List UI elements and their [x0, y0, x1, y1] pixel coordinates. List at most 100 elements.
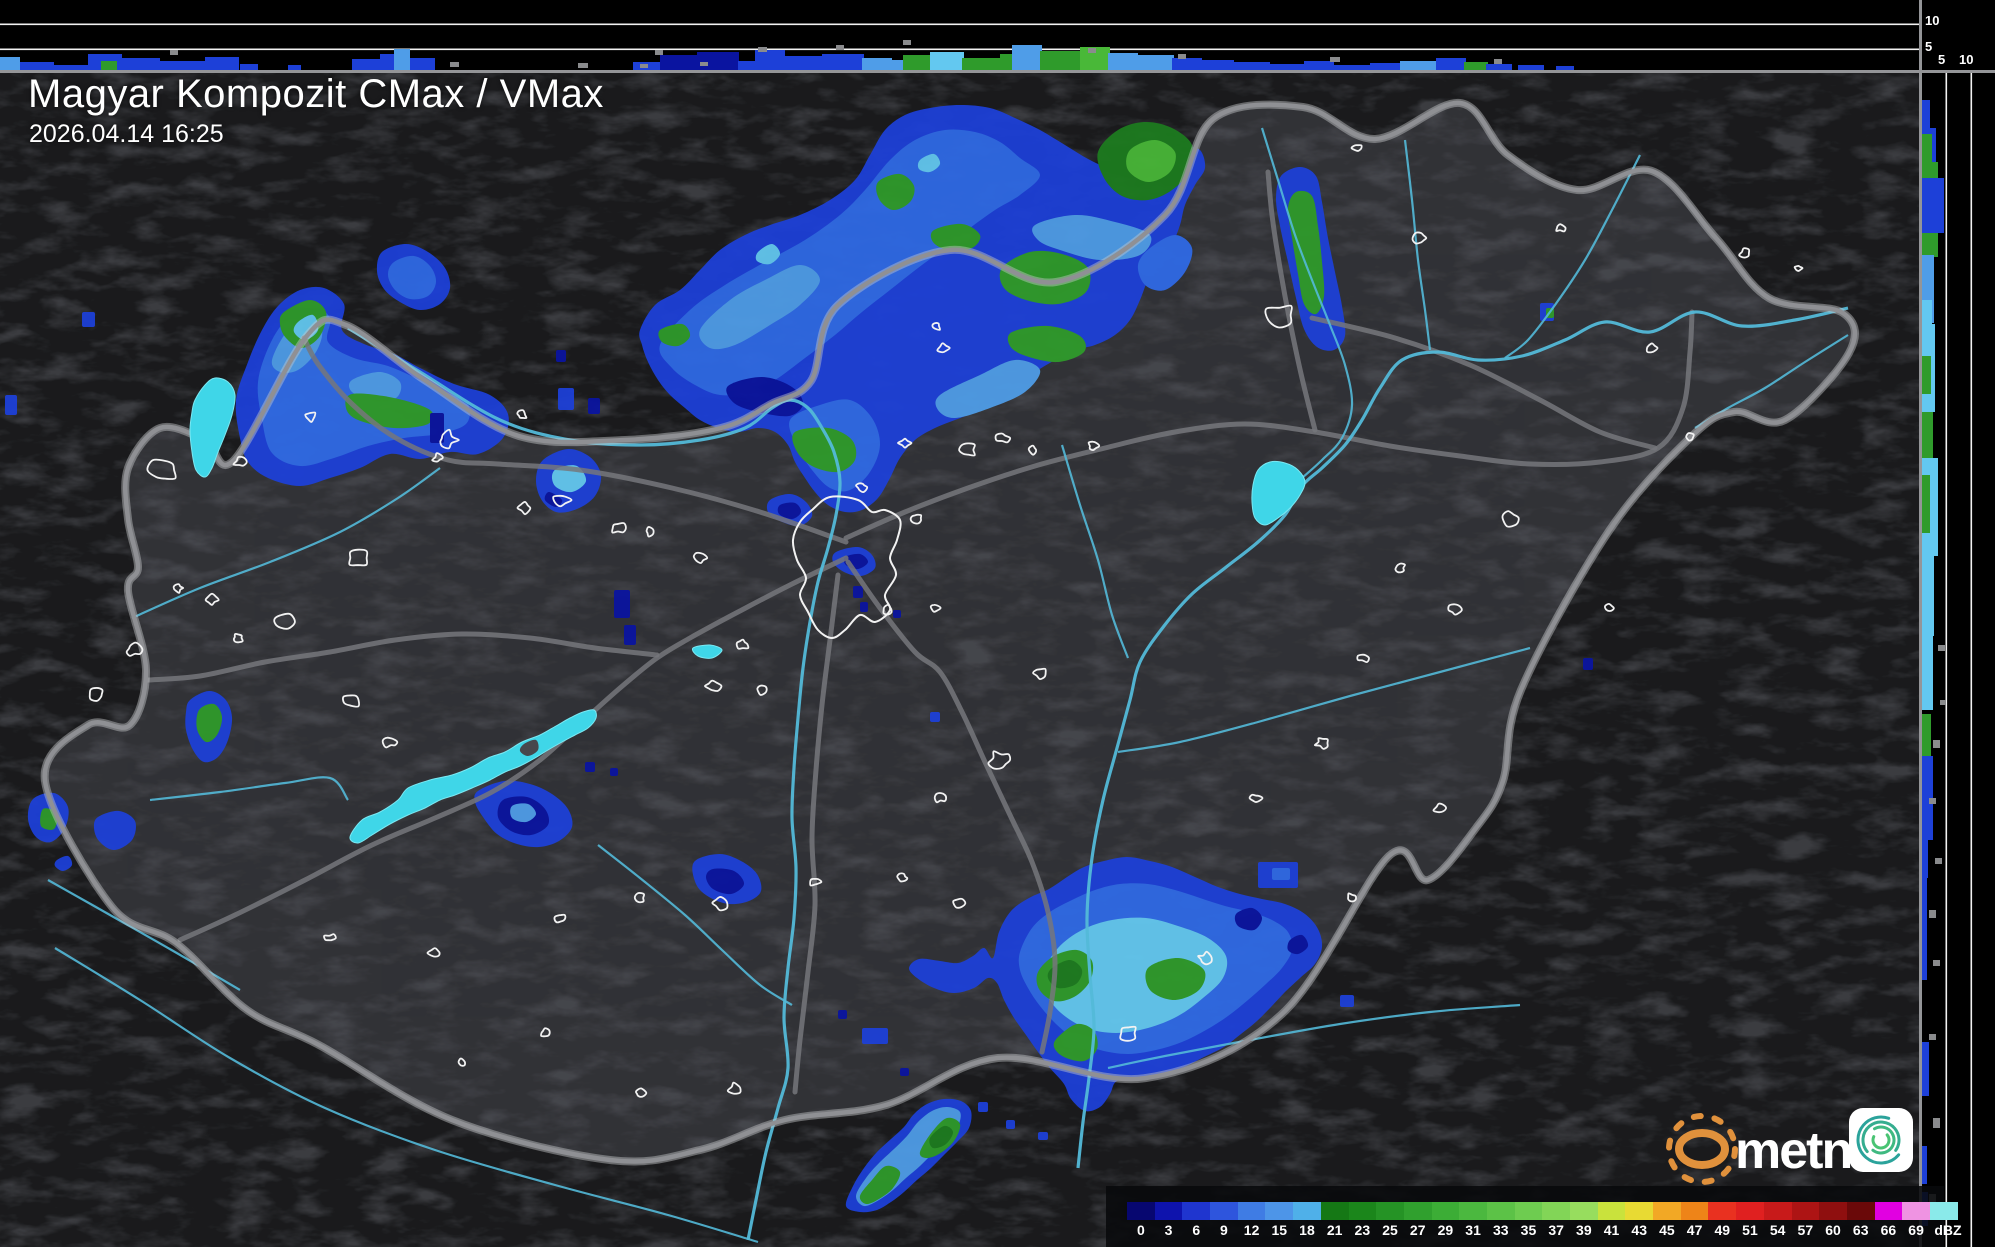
colorbar-tick-label: 45	[1659, 1222, 1675, 1238]
city-boundary	[756, 684, 768, 696]
colorbar-tick-label: 23	[1354, 1222, 1371, 1238]
colorbar-segment	[1680, 1202, 1709, 1220]
city-boundary	[540, 1027, 551, 1038]
colorbar-segment	[1653, 1202, 1681, 1220]
hungary-border	[40, 98, 1859, 1166]
dbz-colorbar-swatches	[1127, 1202, 1958, 1220]
colorbar-tick-label: 49	[1714, 1222, 1731, 1238]
vertical-divider	[1919, 0, 1922, 1247]
city-boundary	[1032, 667, 1047, 681]
colorbar-tick-label: 60	[1825, 1222, 1841, 1238]
city-boundary	[704, 679, 723, 692]
colorbar-tick-label: 27	[1409, 1222, 1426, 1238]
city-boundary	[1347, 892, 1357, 903]
colorbar-tick-label: 69	[1908, 1222, 1924, 1238]
colorbar-segment	[1127, 1202, 1155, 1220]
colorbar-segment	[1376, 1202, 1404, 1220]
city-boundary	[1685, 432, 1695, 442]
city-boundary	[1394, 562, 1406, 574]
colorbar-tick-label: 21	[1326, 1222, 1343, 1238]
city-boundary	[931, 322, 941, 331]
colorbar-segment	[1459, 1202, 1487, 1220]
city-boundary	[1264, 304, 1293, 329]
city-boundary	[1793, 264, 1804, 272]
city-boundary	[125, 641, 144, 657]
city-boundary	[933, 792, 948, 804]
city-boundary	[711, 896, 729, 912]
city-boundary	[936, 342, 951, 354]
city-boundary	[516, 501, 532, 516]
colorbar-segment	[1791, 1202, 1820, 1220]
colorbar-segment	[1320, 1202, 1349, 1220]
lake-ferto	[189, 377, 236, 478]
colorbar-segment	[1293, 1202, 1321, 1220]
colorbar-segment	[1154, 1202, 1183, 1220]
colorbar-tick-label: 3	[1164, 1222, 1173, 1238]
dbz-colorbar-labels: 0 3 6 9 12 15 18 21 23 25 27 29 31 33 35 37 39 41 43 45 47 49…	[1127, 1222, 1966, 1238]
right-profile-gridline	[1945, 72, 1948, 1247]
city-boundary	[426, 947, 441, 958]
map-timestamp: 2026.04.14 16:25	[29, 120, 224, 148]
city-boundary	[172, 583, 185, 594]
top-profile-gridline	[0, 48, 1919, 51]
colorbar-segment	[1514, 1202, 1543, 1220]
colorbar-segment	[1431, 1202, 1460, 1220]
colorbar-tick-label: 33	[1492, 1222, 1509, 1238]
city-boundary	[323, 933, 337, 942]
colorbar-tick-label: 35	[1520, 1222, 1537, 1238]
city-boundary-budapest	[791, 495, 902, 640]
city-boundary	[909, 513, 923, 525]
city-boundary	[809, 877, 823, 887]
colorbar-tick-label: 51	[1742, 1222, 1758, 1238]
colorbar-tick-label: 39	[1576, 1222, 1592, 1238]
city-boundary	[1411, 231, 1428, 245]
city-boundary	[897, 437, 913, 449]
lake-velence	[691, 644, 723, 659]
city-boundary	[1645, 342, 1659, 354]
city-boundary	[342, 694, 361, 708]
colorbar-segment	[1265, 1202, 1294, 1220]
horizontal-divider	[0, 70, 1995, 73]
city-boundary	[439, 428, 460, 450]
city-boundary	[232, 455, 248, 467]
metnet-logo: metnet	[1645, 1100, 1925, 1195]
colorbar-tick-label: 6	[1192, 1222, 1201, 1238]
city-boundary	[552, 494, 573, 508]
colorbar-segment	[1874, 1202, 1903, 1220]
city-boundary	[726, 1081, 742, 1095]
colorbar-tick-label: 37	[1548, 1222, 1564, 1238]
city-boundary	[1027, 444, 1038, 456]
city-boundary	[929, 603, 942, 613]
colorbar-tick-label: 31	[1465, 1222, 1481, 1238]
colorbar-segment	[1597, 1202, 1626, 1220]
colorbar-segment	[1902, 1202, 1930, 1220]
city-boundary	[952, 897, 967, 909]
colorbar-segment	[1542, 1202, 1570, 1220]
city-boundary	[232, 632, 244, 644]
colorbar-segment	[1348, 1202, 1377, 1220]
colorbar-segment	[1210, 1202, 1238, 1220]
city-boundary	[1447, 603, 1463, 616]
city-boundary	[994, 432, 1012, 444]
colorbar-segment	[1736, 1202, 1764, 1220]
colorbar-segment	[1182, 1202, 1211, 1220]
city-boundary	[381, 736, 399, 749]
colorbar-segment	[1403, 1202, 1432, 1220]
top-profile-scale-label-5: 5	[1925, 39, 1933, 54]
city-boundary	[735, 638, 750, 650]
city-boundary	[1248, 793, 1264, 803]
city-boundary	[457, 1057, 466, 1067]
lakes-layer	[189, 377, 1306, 844]
colorbar-segment	[1763, 1202, 1792, 1220]
city-boundary	[1738, 247, 1751, 259]
colorbar-segment	[1486, 1202, 1515, 1220]
city-boundaries	[88, 144, 1804, 1098]
city-boundary	[1087, 440, 1101, 452]
colorbar-tick-label: 57	[1797, 1222, 1814, 1238]
colorbar-tick-label: 0	[1136, 1222, 1145, 1238]
city-boundary	[987, 750, 1012, 770]
right-profile-scale-label-5: 5	[1938, 52, 1946, 67]
colorbar-tick-label: 66	[1880, 1222, 1897, 1238]
metnet-app-icon	[1849, 1108, 1913, 1172]
